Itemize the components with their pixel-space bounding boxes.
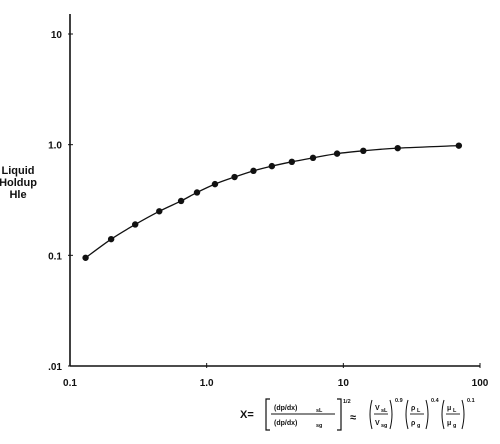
data-point <box>177 197 185 205</box>
data-point <box>132 221 139 228</box>
formula-term3-num: μ <box>447 405 451 412</box>
data-point <box>333 150 341 157</box>
data-point <box>360 147 367 155</box>
formula-term3-exp: 0.1 <box>467 398 475 404</box>
formula-term3-paren-right <box>461 399 465 430</box>
formula-term1-paren-left <box>369 399 373 430</box>
x-tick-label: 10 <box>338 378 350 389</box>
y-axis-label-line: Hle <box>9 189 26 201</box>
formula-term3-den: μ <box>447 420 451 427</box>
formula-term1-num-sub: sL <box>381 408 388 414</box>
data-point <box>268 162 276 170</box>
data-point <box>455 142 463 149</box>
formula-approx: ≈ <box>350 412 356 424</box>
axes <box>69 14 480 367</box>
x-tick-label: 0.1 <box>63 378 77 389</box>
series-line <box>85 144 459 259</box>
data-points <box>82 142 463 261</box>
data-point <box>288 158 296 166</box>
formula-term1-exp: 0.9 <box>395 398 403 404</box>
data-point <box>193 189 201 196</box>
formula-term3-num-sub: L <box>453 408 457 414</box>
data-point <box>309 154 317 162</box>
data-point <box>211 180 219 188</box>
formula-term2-num: ρ <box>411 405 416 412</box>
formula-bracket-left <box>265 398 270 431</box>
formula-term3-den-sub: g <box>453 423 456 429</box>
formula-den: (dp/dx) <box>274 420 297 427</box>
formula-den-sub: sg <box>316 423 322 429</box>
y-axis-label-line: Holdup <box>0 177 37 189</box>
formula-term1-paren-right <box>389 399 393 430</box>
series-curve <box>85 144 459 259</box>
y-tick-label: .01 <box>48 362 62 373</box>
y-axis-label-line: Liquid <box>2 165 35 177</box>
formula-term2-num-sub: L <box>417 408 421 414</box>
formula-term2-den-sub: g <box>417 423 420 429</box>
x-axis-formula: X=(dp/dx) sL(dp/dx) sg1/2≈V sLV sg0.9ρ Lρ g0.4… <box>240 398 475 431</box>
y-tick-label: 0.1 <box>48 251 62 262</box>
data-point <box>82 254 89 261</box>
data-point <box>250 167 257 175</box>
formula-term1-num: V <box>375 405 380 412</box>
y-tick-label: 1.0 <box>48 141 62 152</box>
data-point <box>156 208 163 215</box>
formula-term2-den: ρ <box>411 420 416 427</box>
formula-term1-den: V <box>375 420 380 427</box>
data-point <box>231 173 238 181</box>
data-point <box>394 144 401 152</box>
formula-term2-exp: 0.4 <box>431 398 440 404</box>
x-tick-label: 1.0 <box>200 378 214 389</box>
formula-num-sub: sL <box>316 408 323 414</box>
formula-term2-paren-right <box>425 399 429 430</box>
y-tick-label: 10 <box>51 30 63 41</box>
formula-lhs: X= <box>240 409 254 421</box>
formula-bracket-exp: 1/2 <box>343 399 351 405</box>
formula-bracket-right <box>337 398 342 431</box>
formula-num: (dp/dx) <box>274 405 297 412</box>
data-point <box>107 235 115 243</box>
formula-term3-paren-left <box>441 399 445 430</box>
x-tick-label: 100 <box>472 378 489 389</box>
formula-term1-den-sub: sg <box>381 423 387 429</box>
formula-term2-paren-left <box>405 399 409 430</box>
